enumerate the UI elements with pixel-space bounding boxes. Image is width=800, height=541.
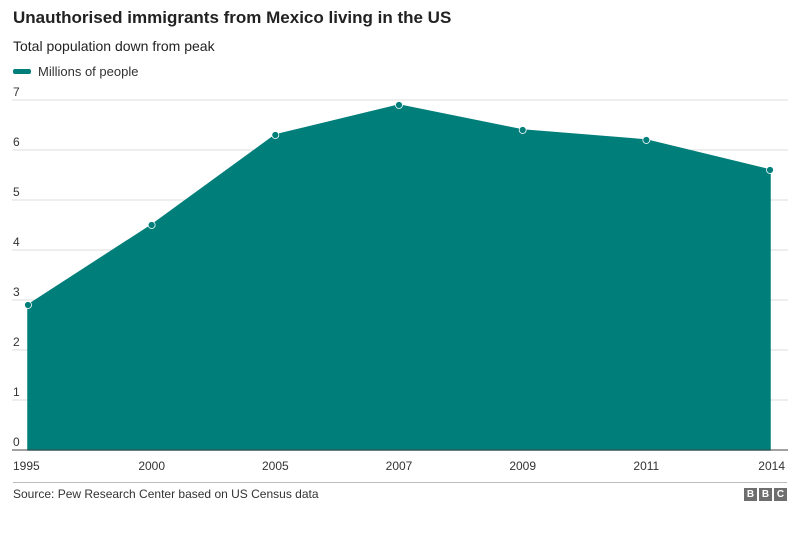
x-tick-label: 1995	[13, 459, 40, 473]
x-tick-label: 2000	[138, 459, 165, 473]
y-tick-label: 7	[13, 85, 20, 99]
source-note: Source: Pew Research Center based on US …	[13, 487, 319, 501]
data-point	[395, 101, 403, 109]
data-point	[642, 136, 651, 144]
data-point	[147, 221, 156, 229]
y-tick-label: 5	[13, 185, 20, 199]
bbc-logo-letter: B	[744, 488, 757, 501]
x-tick-label: 2014	[758, 459, 785, 473]
y-tick-label: 4	[13, 235, 20, 249]
y-tick-label: 0	[13, 435, 20, 449]
x-tick-label: 2007	[386, 459, 413, 473]
data-point	[518, 126, 527, 134]
x-tick-label: 2005	[262, 459, 289, 473]
y-tick-label: 3	[13, 285, 20, 299]
chart-title: Unauthorised immigrants from Mexico livi…	[13, 8, 452, 27]
bbc-logo-letter: B	[759, 488, 772, 501]
x-tick-label: 2009	[509, 459, 536, 473]
data-point	[271, 131, 280, 139]
chart-subtitle: Total population down from peak	[13, 38, 215, 54]
bbc-logo-letter: C	[774, 488, 787, 501]
legend-label: Millions of people	[38, 64, 139, 79]
legend-swatch	[13, 69, 31, 74]
data-point	[766, 166, 774, 174]
y-tick-label: 6	[13, 135, 20, 149]
data-point	[24, 301, 32, 309]
series-area	[27, 104, 771, 451]
legend: Millions of people	[13, 64, 138, 79]
y-tick-label: 1	[13, 385, 20, 399]
y-tick-label: 2	[13, 335, 20, 349]
x-tick-label: 2011	[633, 459, 659, 473]
footer-divider	[13, 482, 787, 483]
bbc-logo: B B C	[744, 488, 787, 501]
